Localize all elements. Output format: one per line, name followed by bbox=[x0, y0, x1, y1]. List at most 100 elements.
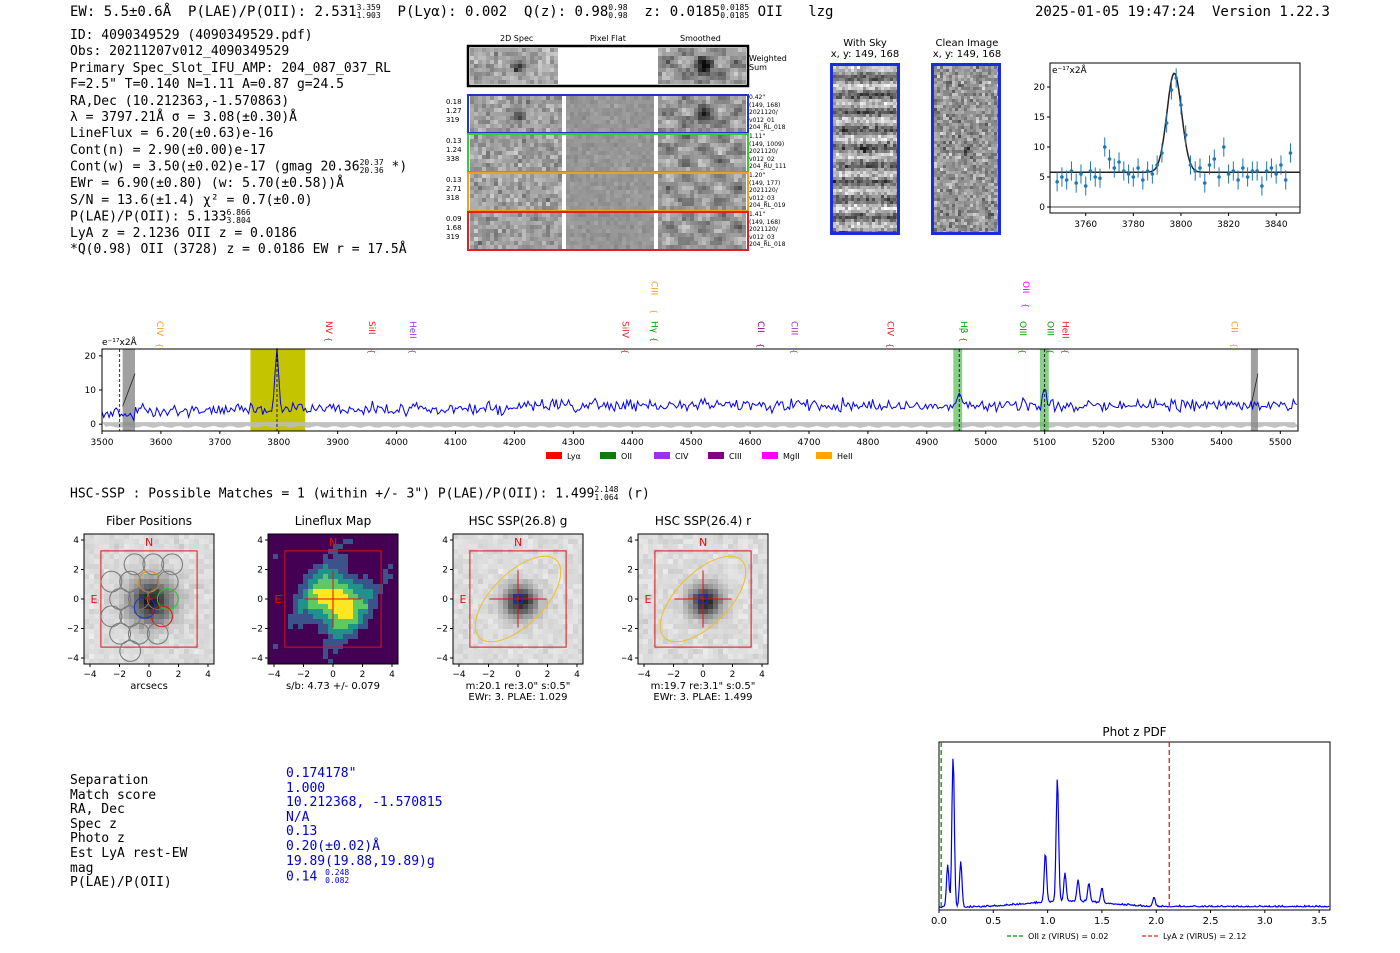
pixel bbox=[946, 78, 949, 81]
pixel bbox=[498, 124, 502, 128]
pixel bbox=[967, 69, 970, 72]
pixel bbox=[522, 174, 526, 178]
pixel bbox=[730, 233, 734, 237]
pixel bbox=[498, 139, 502, 143]
pixel bbox=[845, 90, 848, 93]
pixel bbox=[686, 178, 690, 182]
pixel bbox=[970, 120, 973, 123]
pixel bbox=[836, 78, 839, 81]
pixel bbox=[646, 198, 650, 202]
pixel bbox=[490, 48, 494, 52]
pixel bbox=[566, 229, 570, 233]
pixel bbox=[722, 229, 726, 233]
pixel bbox=[973, 114, 976, 117]
pixel bbox=[510, 68, 514, 72]
pixel bbox=[682, 217, 686, 221]
pixel bbox=[710, 147, 714, 151]
pixel bbox=[878, 201, 881, 204]
pixel bbox=[546, 198, 550, 202]
pixel bbox=[558, 143, 562, 147]
pixel bbox=[598, 155, 602, 159]
pixel bbox=[955, 135, 958, 138]
pixel bbox=[890, 171, 893, 174]
pixel bbox=[869, 66, 872, 69]
pixel bbox=[470, 206, 474, 210]
pixel bbox=[622, 182, 626, 186]
pixel bbox=[706, 178, 710, 182]
pixel bbox=[474, 100, 478, 104]
pixel bbox=[558, 233, 562, 237]
pixel bbox=[662, 174, 666, 178]
pixel bbox=[857, 177, 860, 180]
pixel bbox=[730, 104, 734, 108]
pixel bbox=[943, 120, 946, 123]
pixel bbox=[618, 96, 622, 100]
pixel bbox=[890, 165, 893, 168]
pixel bbox=[726, 116, 730, 120]
pixel bbox=[658, 245, 662, 249]
pixel bbox=[985, 81, 988, 84]
pixel bbox=[470, 221, 474, 225]
pixel bbox=[598, 186, 602, 190]
pixel bbox=[970, 141, 973, 144]
pixel bbox=[522, 52, 526, 56]
pixel bbox=[662, 60, 666, 64]
pixel bbox=[863, 213, 866, 216]
pixel bbox=[964, 129, 967, 132]
pixel bbox=[610, 233, 614, 237]
pixel bbox=[860, 207, 863, 210]
pixel bbox=[546, 80, 550, 84]
pixel bbox=[522, 143, 526, 147]
pixel bbox=[662, 56, 666, 60]
pixel bbox=[522, 178, 526, 182]
pixel bbox=[842, 117, 845, 120]
pixel bbox=[518, 52, 522, 56]
pixel bbox=[502, 241, 506, 245]
pixel bbox=[730, 155, 734, 159]
pixel bbox=[857, 216, 860, 219]
pixel bbox=[726, 128, 730, 132]
pixel bbox=[686, 56, 690, 60]
pixel bbox=[726, 194, 730, 198]
pixel bbox=[494, 60, 498, 64]
pixel bbox=[682, 68, 686, 72]
pixel bbox=[964, 105, 967, 108]
pixel bbox=[514, 155, 518, 159]
pixel bbox=[848, 123, 851, 126]
pixel bbox=[666, 48, 670, 52]
pixel bbox=[626, 167, 630, 171]
pixel bbox=[470, 213, 474, 217]
pixel bbox=[494, 182, 498, 186]
pixel bbox=[958, 96, 961, 99]
pixel bbox=[618, 198, 622, 202]
pixel bbox=[738, 194, 742, 198]
pixel bbox=[854, 156, 857, 159]
pixel bbox=[578, 198, 582, 202]
pixel bbox=[622, 163, 626, 167]
pixel bbox=[854, 72, 857, 75]
pixel bbox=[937, 69, 940, 72]
pixel bbox=[698, 64, 702, 68]
pixel bbox=[470, 198, 474, 202]
pixel bbox=[866, 192, 869, 195]
pixel bbox=[634, 182, 638, 186]
pixel bbox=[848, 210, 851, 213]
pixel bbox=[958, 144, 961, 147]
pixel bbox=[606, 167, 610, 171]
fiber-row-info-line: (149, 168) bbox=[749, 218, 781, 226]
pixel bbox=[490, 194, 494, 198]
pixel bbox=[534, 96, 538, 100]
pixel bbox=[598, 135, 602, 139]
pixel bbox=[734, 194, 738, 198]
pixel bbox=[836, 102, 839, 105]
pixel bbox=[578, 182, 582, 186]
pixel bbox=[550, 120, 554, 124]
pixel bbox=[502, 213, 506, 217]
pixel bbox=[863, 96, 866, 99]
pixel bbox=[964, 132, 967, 135]
pixel bbox=[474, 167, 478, 171]
pixel bbox=[690, 151, 694, 155]
pixel bbox=[494, 112, 498, 116]
pixel bbox=[887, 216, 890, 219]
pixel bbox=[964, 93, 967, 96]
